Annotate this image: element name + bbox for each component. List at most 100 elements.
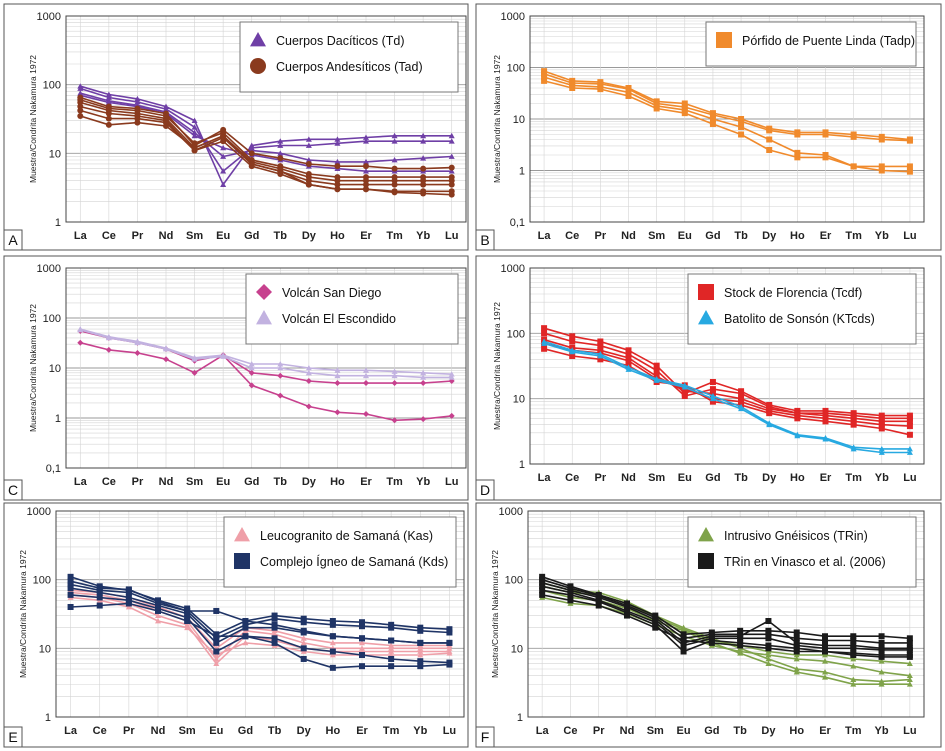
data-point xyxy=(906,660,913,666)
data-point xyxy=(300,639,307,646)
data-point xyxy=(906,639,913,646)
x-tick-label: La xyxy=(64,725,78,737)
data-point xyxy=(737,635,744,642)
data-point xyxy=(906,676,913,683)
legend: Leucogranito de Samaná (Kas) Complejo Ígn… xyxy=(223,516,457,588)
data-point xyxy=(213,651,220,658)
plot-border xyxy=(529,267,925,465)
data-point xyxy=(850,163,857,170)
chart-panel-e: 1 10 100 1000 La Ce Pr Nd Sm Eu Gd Tb Dy Ho Er Tm Yb Lu Mu… xyxy=(3,502,469,748)
data-point xyxy=(105,91,112,97)
data-point xyxy=(595,602,602,609)
legend-marker xyxy=(250,58,266,74)
data-point xyxy=(878,678,885,684)
series-line xyxy=(543,327,910,417)
data-point xyxy=(850,637,857,644)
x-tick-label: Tb xyxy=(734,472,748,484)
data-point xyxy=(334,367,341,373)
x-tick-label: Tm xyxy=(383,725,400,737)
y-tick-label: 10 xyxy=(49,363,61,375)
data-point xyxy=(625,357,632,364)
x-tick-label: Yb xyxy=(416,230,430,242)
data-point xyxy=(822,645,828,652)
data-point xyxy=(300,629,307,636)
chart-panel-c: 0,1 1 10 100 1000 La Ce Pr Nd Sm Eu Gd Tb Dy Ho Er Tm Yb L… xyxy=(3,255,469,501)
x-tick-label: Nd xyxy=(621,472,636,484)
data-point xyxy=(363,168,369,174)
y-tick-label: 10 xyxy=(513,394,525,406)
series-line xyxy=(80,101,452,182)
data-point xyxy=(794,415,801,422)
plot-border xyxy=(55,510,465,718)
data-point xyxy=(300,655,307,662)
legend-label: Volcán El Escondido xyxy=(282,312,396,326)
data-point xyxy=(906,137,913,144)
x-tick-label: Tm xyxy=(845,230,862,242)
data-point xyxy=(213,639,220,646)
x-tick-label: Nd xyxy=(620,725,635,737)
series-line xyxy=(543,80,910,173)
x-tick-label: Dy xyxy=(761,725,776,737)
data-point xyxy=(417,645,424,651)
data-point xyxy=(878,646,885,653)
data-point xyxy=(213,648,220,655)
legend-label: Intrusivo Gnéisicos (TRin) xyxy=(724,529,868,543)
y-axis-label: Muestra/Condrita Nakamura 1972 xyxy=(28,304,38,432)
data-point xyxy=(359,663,365,670)
x-tick-label: Yb xyxy=(875,230,889,242)
data-point xyxy=(191,124,198,130)
x-tick-label: Eu xyxy=(216,230,230,242)
legend-label: TRin en Vinasco et al. (2006) xyxy=(724,555,886,569)
y-axis-label: Muestra/Condrita Nakamura 1972 xyxy=(492,302,502,430)
plot-border xyxy=(529,15,925,223)
data-point xyxy=(213,607,220,614)
data-point xyxy=(417,639,424,646)
data-point xyxy=(213,655,220,662)
x-tick-label: Nd xyxy=(151,725,166,737)
x-tick-label: Yb xyxy=(875,472,889,484)
data-series xyxy=(77,83,455,188)
data-point xyxy=(822,651,828,658)
data-point xyxy=(793,629,800,636)
y-tick-label: 10 xyxy=(511,643,523,655)
data-point xyxy=(766,127,773,134)
data-point xyxy=(125,597,132,604)
series-line xyxy=(70,594,450,664)
legend-box xyxy=(239,21,459,93)
data-point xyxy=(446,645,453,651)
x-tick-label: La xyxy=(536,725,550,737)
data-point xyxy=(420,380,427,387)
data-point xyxy=(737,627,744,634)
chart-panel-d: 1 10 100 1000 La Ce Pr Nd Sm Eu Gd Tb Dy Ho Er Tm Yb Lu Mu… xyxy=(475,255,942,501)
data-point xyxy=(793,655,800,662)
data-point xyxy=(277,372,284,379)
data-point xyxy=(738,390,745,397)
legend: Pórfido de Puente Linda (Tadp) xyxy=(705,21,917,67)
x-tick-label: Ho xyxy=(789,725,804,737)
legend-label: Stock de Florencia (Tcdf) xyxy=(724,286,862,300)
data-point xyxy=(300,635,307,641)
data-point xyxy=(184,614,191,621)
y-axis-label: Muestra/Condrita Nakamura 1972 xyxy=(28,55,38,183)
data-point xyxy=(242,624,249,631)
data-point xyxy=(305,369,312,376)
x-tick-label: Lu xyxy=(903,230,916,242)
series-line xyxy=(70,580,450,640)
data-point xyxy=(125,589,132,596)
data-point xyxy=(822,637,828,644)
x-tick-label: Tm xyxy=(386,230,403,242)
y-tick-label: 1000 xyxy=(27,506,51,518)
data-point xyxy=(388,648,395,654)
chart-panel-a: 1 10 100 1000 La Ce Pr Nd Sm Eu Gd Tb Dy Ho Er Tm Yb Lu Mu… xyxy=(3,3,469,251)
y-tick-label: 10 xyxy=(49,148,61,160)
x-tick-label: Er xyxy=(360,476,372,488)
data-point xyxy=(850,663,857,669)
data-point xyxy=(67,578,74,585)
data-point xyxy=(653,362,660,369)
data-point xyxy=(569,84,576,91)
data-series xyxy=(77,326,455,380)
data-point xyxy=(329,621,336,628)
series-line xyxy=(543,338,910,423)
data-point xyxy=(300,645,307,652)
data-point xyxy=(125,603,132,610)
